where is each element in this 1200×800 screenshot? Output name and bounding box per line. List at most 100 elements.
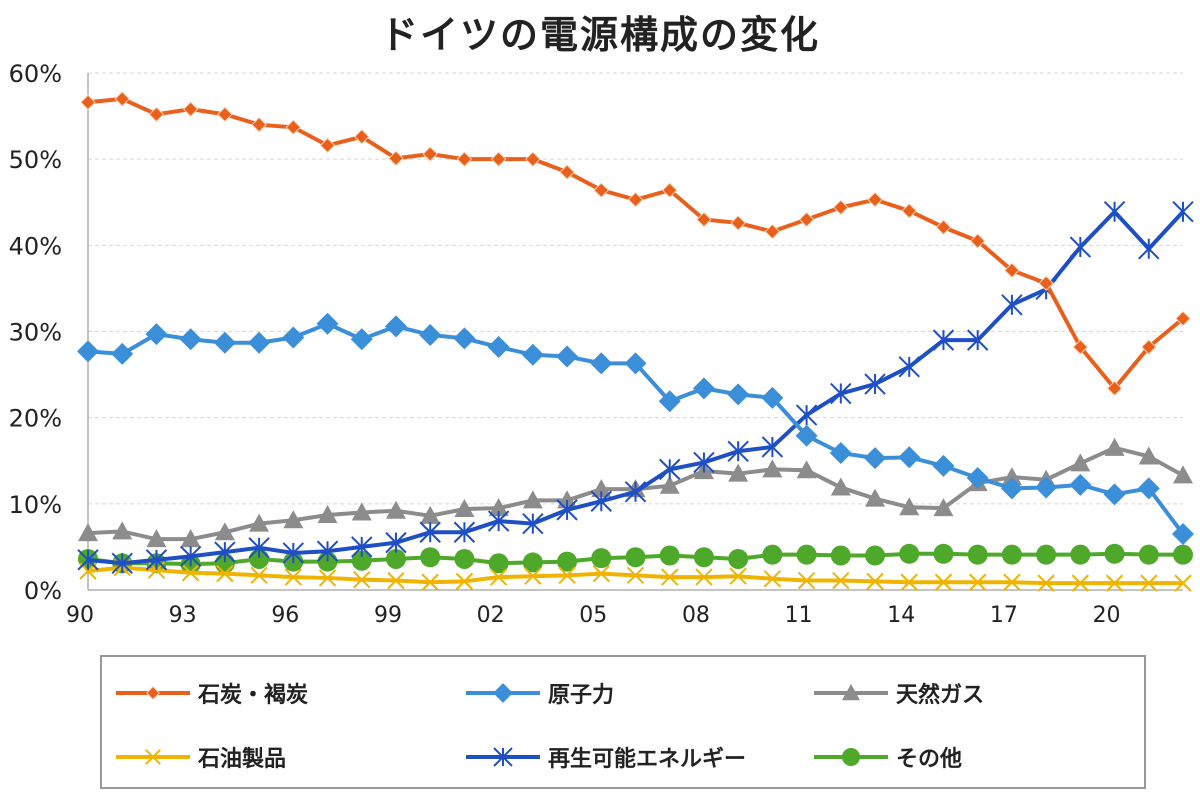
data-point (727, 383, 750, 406)
legend-label: その他 (896, 747, 963, 772)
y-tick-label: 50% (9, 146, 62, 174)
data-point (1175, 310, 1191, 327)
data-point (422, 146, 438, 162)
data-point (932, 454, 955, 477)
data-point (761, 386, 784, 409)
data-point (490, 151, 507, 167)
data-point (695, 568, 713, 586)
legend-item: 再生可能エネルギー (466, 741, 746, 773)
data-point (727, 440, 749, 462)
data-point (351, 536, 373, 558)
data-point (556, 499, 578, 521)
data-point (1001, 544, 1022, 565)
data-point (488, 498, 509, 517)
data-point (692, 377, 715, 400)
data-point (1173, 465, 1193, 484)
data-point (829, 441, 852, 464)
data-point (454, 548, 475, 569)
data-point (146, 529, 167, 548)
legend: 石炭・褐炭 原子力 天然ガス石油製品 再生可能エネルギー その他 (100, 655, 1146, 789)
x-tick-label: 96 (271, 603, 299, 628)
data-point (1138, 544, 1159, 565)
data-point (453, 327, 476, 350)
data-point (624, 481, 647, 503)
data-point (285, 119, 302, 135)
data-point (384, 315, 407, 338)
data-point (214, 522, 235, 541)
data-point (454, 499, 475, 518)
data-point (284, 568, 303, 586)
legend-item: 原子力 (466, 677, 614, 709)
data-point (214, 541, 236, 563)
data-point (1174, 574, 1192, 592)
data-point (830, 477, 851, 496)
data-point (182, 101, 199, 117)
legend-label: 石油製品 (198, 747, 287, 772)
y-tick-label: 10% (9, 491, 62, 519)
data-point (626, 566, 645, 585)
data-point (591, 479, 612, 498)
data-point (1070, 453, 1091, 472)
data-point (590, 490, 612, 512)
data-point (593, 182, 609, 198)
data-point (1003, 573, 1021, 591)
data-point (1104, 437, 1125, 456)
data-point (181, 564, 200, 582)
data-point (762, 544, 783, 565)
data-point (1138, 446, 1159, 465)
x-tick-label: 20 (1093, 603, 1121, 628)
data-point (1138, 238, 1160, 260)
data-point (1071, 574, 1090, 592)
legend-item: 天然ガス (814, 677, 984, 709)
data-point (489, 568, 508, 586)
data-point (1103, 483, 1126, 506)
data-point (316, 540, 339, 562)
data-point (590, 352, 613, 375)
y-tick-label: 60% (9, 60, 62, 88)
data-point (1137, 477, 1160, 500)
legend-item: 石炭・褐炭 (116, 677, 308, 709)
data-point (968, 573, 987, 591)
data-point (317, 505, 338, 524)
data-point (420, 547, 441, 568)
data-point (1172, 201, 1194, 223)
data-point (969, 233, 986, 249)
data-point (900, 573, 918, 591)
data-point (899, 543, 920, 564)
data-point (730, 215, 746, 231)
data-point (145, 549, 168, 571)
x-tick-label: 90 (66, 603, 94, 628)
data-point (248, 331, 271, 354)
y-tick-label: 0% (24, 577, 62, 605)
data-point (77, 549, 99, 571)
data-point (522, 552, 543, 573)
data-point (487, 336, 510, 359)
y-tick-label: 40% (9, 232, 62, 260)
data-point (796, 460, 817, 479)
data-point (525, 151, 541, 167)
data-point (556, 345, 579, 368)
x-tick-label: 17 (990, 603, 1018, 628)
data-point (627, 191, 644, 208)
data-point (864, 373, 886, 395)
data-point (493, 683, 513, 703)
legend-label: 再生可能エネルギー (548, 747, 747, 772)
data-point (659, 545, 680, 566)
data-point (318, 569, 337, 587)
data-point (693, 451, 715, 474)
data-point (1105, 574, 1124, 592)
data-point (1069, 236, 1092, 258)
x-tick-label: 02 (477, 603, 505, 628)
data-point (1072, 339, 1089, 355)
data-point (216, 564, 234, 583)
data-point (867, 191, 883, 208)
data-point (354, 129, 370, 145)
data-point (796, 544, 817, 565)
data-point (728, 463, 749, 482)
data-point (350, 328, 373, 351)
plot-area: 0% 10% 20% 30% 40% 50% 60% 90 93 96 99 02 05 08 11 14 17… (9, 60, 1194, 628)
data-point (761, 436, 784, 458)
data-point (180, 529, 201, 548)
data-point (797, 571, 816, 590)
data-point (145, 685, 161, 701)
